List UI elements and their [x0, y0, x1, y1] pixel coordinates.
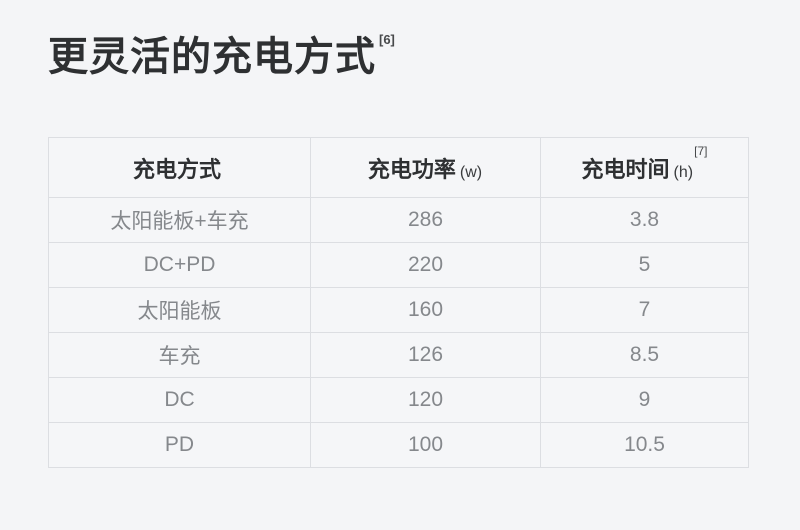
cell-power: 100 — [310, 422, 541, 468]
table-row: DC+PD 220 5 — [48, 242, 749, 288]
cell-power: 126 — [310, 332, 541, 378]
header-unit: (w) — [459, 163, 483, 181]
cell-power: 220 — [310, 242, 541, 288]
section-heading: 更灵活的充电方式 [6] — [48, 24, 395, 82]
cell-time: 10.5 — [540, 422, 749, 468]
cell-power: 160 — [310, 287, 541, 333]
table-header-row: 充电方式 充电功率 (w) 充电时间 (h)[7] — [48, 137, 749, 198]
cell-time: 7 — [540, 287, 749, 333]
header-unit: (h) — [673, 163, 694, 181]
header-cell-time: 充电时间 (h)[7] — [540, 137, 749, 198]
charging-methods-table: 充电方式 充电功率 (w) 充电时间 (h)[7] 太阳能板+车充 286 3.8 … — [48, 137, 749, 468]
cell-method: DC — [48, 377, 311, 423]
cell-power: 120 — [310, 377, 541, 423]
header-cell-power: 充电功率 (w) — [310, 137, 541, 198]
header-label: 充电时间 — [581, 156, 670, 182]
cell-method: PD — [48, 422, 311, 468]
cell-power: 286 — [310, 197, 541, 243]
table-row: 太阳能板 160 7 — [48, 287, 749, 333]
cell-method: 太阳能板+车充 — [48, 197, 311, 243]
title-footnote-superscript: [6] — [379, 31, 395, 47]
table-row: PD 100 10.5 — [48, 422, 749, 468]
cell-time: 3.8 — [540, 197, 749, 243]
header-label: 充电功率 — [367, 156, 456, 182]
cell-time: 8.5 — [540, 332, 749, 378]
table-row: 太阳能板+车充 286 3.8 — [48, 197, 749, 243]
header-footnote-superscript: [7] — [694, 144, 708, 159]
table-row: 车充 126 8.5 — [48, 332, 749, 378]
header-label: 充电方式 — [132, 156, 221, 182]
table-row: DC 120 9 — [48, 377, 749, 423]
header-cell-method: 充电方式 — [48, 137, 311, 198]
cell-time: 5 — [540, 242, 749, 288]
cell-time: 9 — [540, 377, 749, 423]
page-title: 更灵活的充电方式 — [48, 35, 376, 79]
cell-method: 车充 — [48, 332, 311, 378]
cell-method: DC+PD — [48, 242, 311, 288]
cell-method: 太阳能板 — [48, 287, 311, 333]
